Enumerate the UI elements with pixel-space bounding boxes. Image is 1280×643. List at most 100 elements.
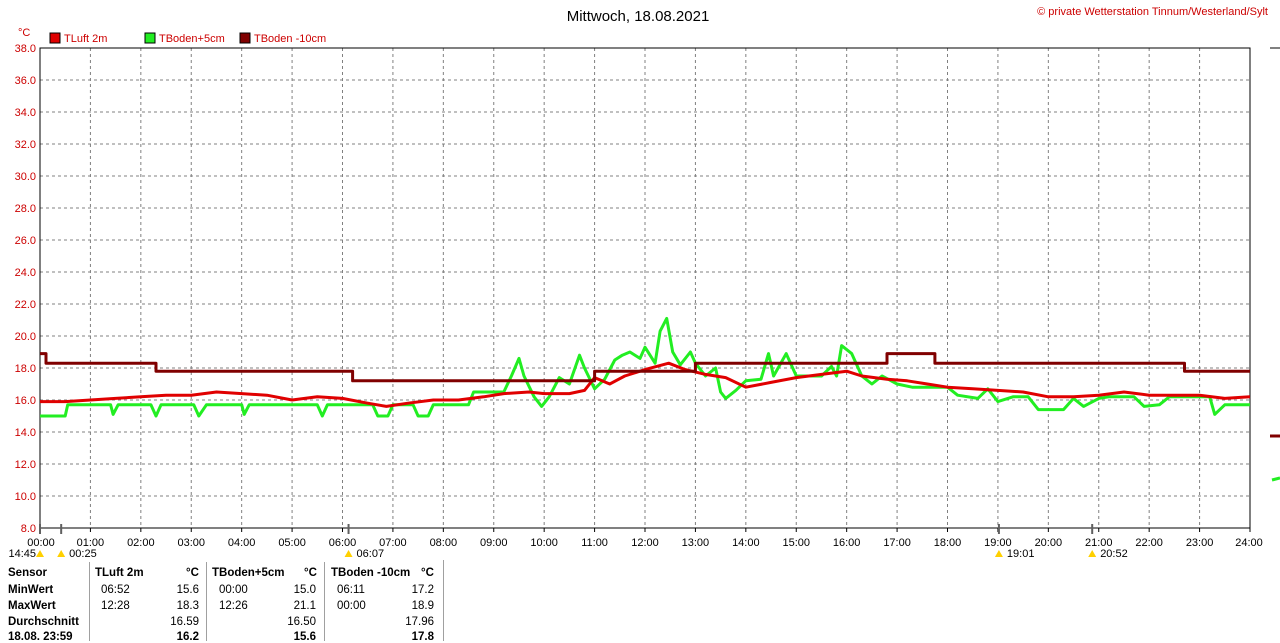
copyright-text: © private Wetterstation Tinnum/Westerlan…: [1037, 6, 1268, 18]
y-tick-label: 22.0: [15, 299, 36, 311]
sun-marker-label: 19:01: [1007, 548, 1035, 560]
y-tick-label: 10.0: [15, 491, 36, 503]
stats-row-label: MinWert: [8, 584, 54, 596]
x-tick-label: 06:00: [329, 537, 357, 549]
stats-cell: 12:26: [219, 600, 248, 612]
x-tick-label: 14:00: [732, 537, 760, 549]
stats-cell: 15.6: [293, 631, 316, 643]
y-tick-label: 34.0: [15, 107, 36, 119]
y-axis-ticks: 8.0 10.0 12.0 14.0 16.0 18.0 20.0 22.0 24.0 26.0 2…: [15, 43, 36, 535]
x-tick-label: 09:00: [480, 537, 508, 549]
stats-header-s3: TBoden -10cm: [331, 567, 411, 579]
y-tick-label: 30.0: [15, 171, 36, 183]
y-tick-label: 38.0: [15, 43, 36, 55]
stats-cell: 17.2: [411, 584, 434, 596]
stats-cell: 15.0: [293, 584, 316, 596]
y-tick-label: 32.0: [15, 139, 36, 151]
series-line-tboden-10cm: [40, 352, 1250, 383]
x-tick-label: 05:00: [278, 537, 306, 549]
x-tick-label: 08:00: [430, 537, 458, 549]
sun-marker-icon: [344, 550, 353, 557]
sun-marker-icon: [994, 550, 1003, 557]
x-tick-label: 23:00: [1186, 537, 1214, 549]
stats-cell: 18.9: [411, 600, 434, 612]
stats-header-sensor: Sensor: [8, 567, 47, 579]
sun-marker-label: 06:07: [357, 548, 385, 560]
x-tick-label: 04:00: [228, 537, 256, 549]
statistics-table: Sensor TLuft 2m °C TBoden+5cm °C TBoden …: [0, 560, 444, 643]
stats-header-s2: TBoden+5cm: [212, 567, 285, 579]
legend: TLuft 2m TBoden+5cm TBoden -10cm: [49, 32, 326, 45]
x-tick-label: 02:00: [127, 537, 155, 549]
stats-cell: 06:52: [101, 584, 130, 596]
legend-label-tboden5: TBoden+5cm: [159, 33, 225, 45]
y-tick-label: 26.0: [15, 235, 36, 247]
right-scale-fragments: [1270, 47, 1280, 482]
legend-label-tluft: TLuft 2m: [64, 33, 107, 45]
stats-cell: 00:00: [337, 600, 366, 612]
x-tick-label: 20:00: [1035, 537, 1063, 549]
y-unit-label: °C: [18, 27, 30, 39]
x-tick-label: 24:00: [1235, 537, 1263, 549]
stats-cell: 16.2: [176, 631, 199, 643]
x-axis-ticks: 00:00 01:00 02:00 03:00 04:00 05:00 06:00 07:00…: [27, 528, 1263, 549]
x-tick-label: 12:00: [631, 537, 659, 549]
stats-cell: 18.3: [176, 600, 199, 612]
stats-cell: 16.59: [170, 616, 199, 628]
stats-cell: 16.50: [287, 616, 316, 628]
stats-row-label: MaxWert: [8, 600, 56, 612]
sun-marker-label: 20:52: [1100, 548, 1128, 560]
y-tick-label: 8.0: [21, 523, 36, 535]
x-tick-label: 21:00: [1085, 537, 1113, 549]
stats-header-s3-unit: °C: [421, 567, 434, 579]
y-tick-label: 18.0: [15, 363, 36, 375]
stats-cell: 21.1: [293, 600, 316, 612]
legend-swatch-tboden5: [144, 32, 156, 44]
series-line-tboden-5cm: [40, 316, 1250, 418]
y-tick-label: 28.0: [15, 203, 36, 215]
temperature-chart: Mittwoch, 18.08.2021 © private Wettersta…: [8, 6, 1280, 560]
stats-header-s1-unit: °C: [186, 567, 199, 579]
x-tick-label: 16:00: [833, 537, 861, 549]
grid: [40, 48, 1250, 528]
x-tick-label: 10:00: [530, 537, 558, 549]
stats-cell: 12:28: [101, 600, 130, 612]
series-line-tluft-2m: [40, 361, 1251, 408]
sun-marker-label: 14:45: [8, 548, 36, 560]
stats-header-s2-unit: °C: [304, 567, 317, 579]
x-tick-label: 15:00: [782, 537, 810, 549]
x-tick-label: 22:00: [1135, 537, 1163, 549]
stats-cell: 17.8: [411, 631, 434, 643]
plot-frame: [39, 47, 1251, 529]
sun-marker-icon: [1088, 550, 1097, 557]
x-tick-label: 00:00: [27, 537, 55, 549]
x-tick-label: 18:00: [934, 537, 962, 549]
x-tick-label: 03:00: [177, 537, 205, 549]
legend-label-tboden10: TBoden -10cm: [254, 33, 326, 45]
stats-row-label: 18.08. 23:59: [8, 631, 73, 643]
x-tick-label: 11:00: [581, 537, 608, 549]
x-tick-label: 19:00: [984, 537, 1012, 549]
stats-cell: 06:11: [337, 584, 365, 596]
legend-swatch-tluft: [49, 32, 61, 44]
stats-cell: 17.96: [405, 616, 434, 628]
series-lines: [40, 316, 1251, 418]
chart-title: Mittwoch, 18.08.2021: [567, 8, 710, 25]
y-tick-label: 16.0: [15, 395, 36, 407]
x-tick-label: 17:00: [883, 537, 911, 549]
y-tick-label: 12.0: [15, 459, 36, 471]
y-tick-label: 24.0: [15, 267, 36, 279]
sun-markers: 14:45 00:25 06:07 19:01 20:52: [8, 524, 1128, 560]
stats-row-label: Durchschnitt: [8, 616, 79, 628]
x-tick-label: 07:00: [379, 537, 407, 549]
sun-marker-icon: [57, 550, 66, 557]
legend-swatch-tboden10: [239, 32, 251, 44]
y-tick-label: 36.0: [15, 75, 36, 87]
sun-marker-label: 00:25: [69, 548, 97, 560]
sun-marker-icon: [36, 550, 44, 557]
x-tick-label: 13:00: [682, 537, 710, 549]
stats-header-s1: TLuft 2m: [95, 567, 144, 579]
stats-cell: 00:00: [219, 584, 248, 596]
y-tick-label: 20.0: [15, 331, 36, 343]
x-tick-label: 01:00: [77, 537, 105, 549]
